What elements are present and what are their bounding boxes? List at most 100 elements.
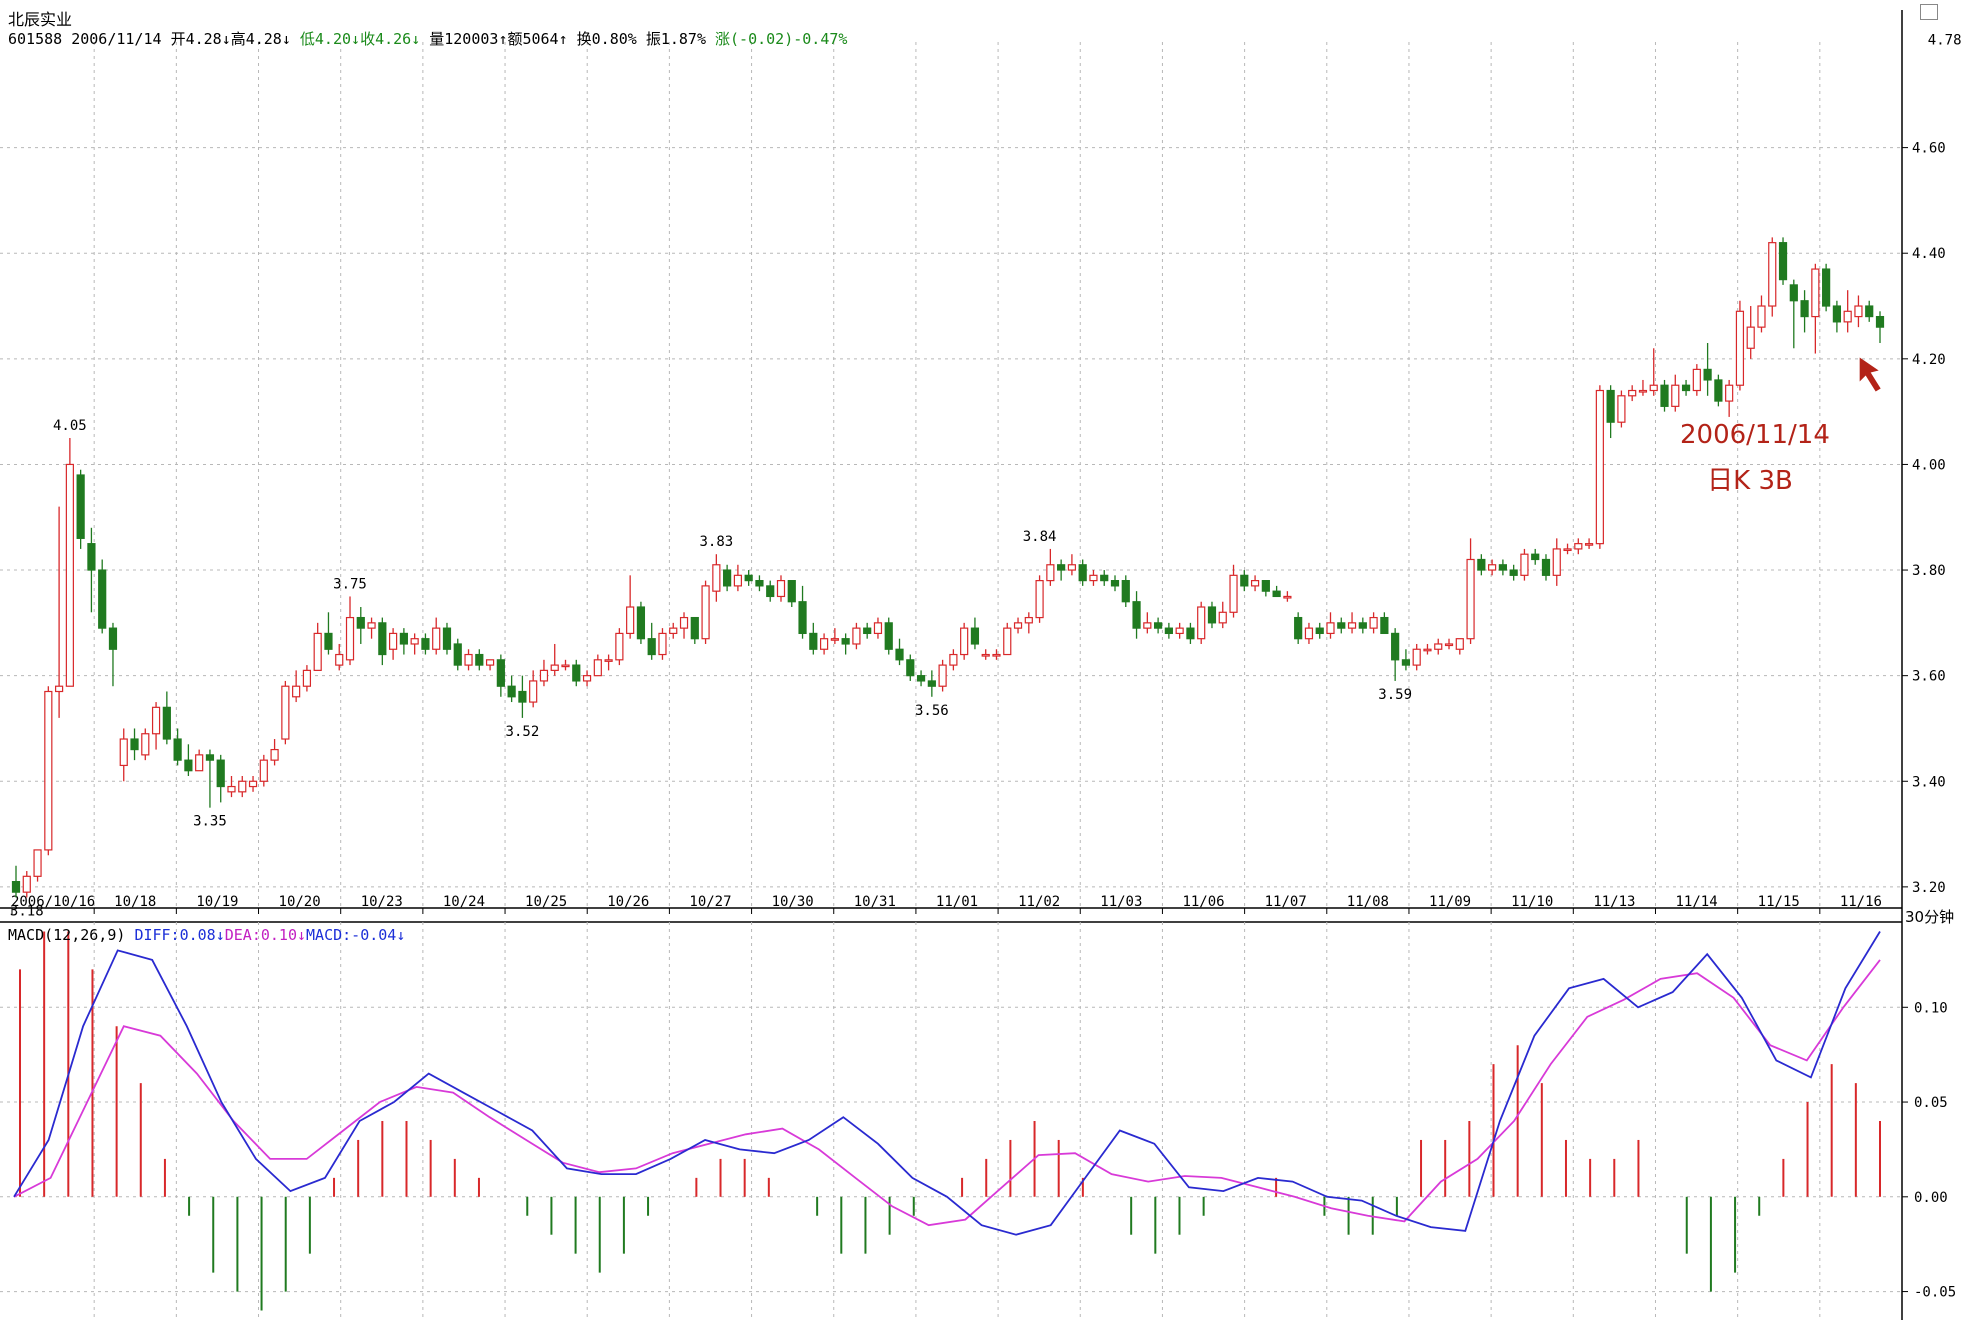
candle: [1822, 263, 1831, 312]
candle: [1488, 559, 1497, 576]
change-value: 涨(-0.02)-0.47%: [715, 30, 848, 48]
candle: [1725, 379, 1734, 417]
x-tick-label: 11/01: [936, 894, 978, 910]
candle-body: [1089, 574, 1098, 582]
candle-body: [669, 627, 678, 635]
candle: [1035, 575, 1044, 623]
amplitude-value: 振1.87%: [645, 30, 706, 48]
candle-body: [712, 564, 721, 592]
candle: [356, 607, 365, 644]
candle-body: [1207, 606, 1217, 624]
candle: [1520, 548, 1529, 581]
candle-body: [636, 606, 646, 640]
volume-arrow-icon: ↑: [498, 30, 508, 48]
candle: [873, 617, 883, 639]
candle: [658, 628, 667, 660]
candle-body: [22, 875, 31, 893]
peak-label: 3.83: [699, 534, 733, 550]
candle: [992, 649, 1001, 660]
candle-body: [1541, 558, 1551, 576]
candle-body: [1703, 368, 1712, 381]
x-tick-label: 10/19: [196, 894, 238, 910]
candle-body: [1520, 553, 1529, 576]
open-value: 开4.28: [170, 30, 222, 48]
candle-body: [1164, 627, 1173, 635]
candle: [324, 612, 333, 655]
candle: [507, 675, 516, 703]
candle-body: [162, 706, 171, 740]
candle: [1735, 300, 1745, 391]
candle-body: [1229, 574, 1238, 613]
candle: [1628, 385, 1637, 402]
candle: [1638, 379, 1648, 396]
candle-body: [1154, 622, 1163, 629]
candle: [1778, 237, 1788, 285]
window-control-icon[interactable]: [1920, 4, 1938, 20]
candle-body: [1143, 622, 1152, 629]
candle-body: [1778, 242, 1788, 281]
candle-body: [151, 706, 161, 735]
candle-body: [776, 580, 786, 598]
candle-body: [1477, 558, 1486, 571]
candle-body: [421, 638, 430, 650]
candle-body: [184, 759, 193, 772]
candle-body: [647, 638, 656, 656]
candle: [1380, 612, 1389, 635]
amount-value: 额5064: [507, 30, 559, 48]
candle-body: [1347, 622, 1357, 629]
timeframe-label[interactable]: 30分钟: [1905, 908, 1955, 926]
candle: [248, 775, 258, 792]
x-tick-label: 10/20: [279, 894, 321, 910]
candle-body: [1789, 284, 1798, 302]
candle-body: [787, 580, 796, 603]
candle: [270, 739, 279, 766]
candle: [744, 570, 753, 586]
candle-body: [141, 733, 150, 756]
candle-body: [1240, 574, 1249, 587]
candle-body: [1574, 543, 1583, 550]
x-tick-label: 11/08: [1347, 894, 1389, 910]
candle: [766, 580, 775, 602]
candle-body: [1218, 611, 1227, 624]
candle: [604, 654, 613, 671]
candle-body: [1272, 590, 1281, 598]
candle-body: [1283, 595, 1292, 599]
candle: [184, 744, 193, 776]
candle: [1078, 559, 1087, 586]
candle-body: [1412, 648, 1421, 666]
candle-body: [1822, 268, 1831, 307]
x-tick-label: 2006/10/16: [11, 894, 95, 910]
candle-body: [593, 659, 602, 677]
candle: [723, 564, 732, 592]
candle-body: [173, 738, 182, 761]
candle-body: [852, 627, 861, 645]
candle: [1391, 628, 1400, 681]
candle: [1110, 575, 1120, 592]
stock-name: 北辰实业: [8, 10, 73, 29]
candle: [496, 654, 505, 697]
candle-body: [582, 675, 592, 682]
candle: [1455, 638, 1464, 655]
candle-body: [1013, 622, 1023, 629]
turnover-value: 换0.80%: [576, 30, 637, 48]
candle: [830, 628, 839, 644]
candle-body: [324, 632, 333, 650]
candle-body: [1714, 379, 1723, 402]
x-tick-label: 11/09: [1429, 894, 1471, 910]
diff-arrow-icon: ↓: [215, 926, 225, 944]
candle: [76, 469, 85, 549]
candle-body: [1875, 315, 1885, 328]
candle: [410, 633, 419, 655]
x-tick-label: 11/14: [1675, 894, 1717, 910]
y-tick-label: 3.40: [1912, 774, 1946, 790]
candle-body: [1466, 558, 1475, 640]
peak-label: 3.18: [10, 903, 44, 919]
candle-body: [119, 738, 128, 767]
candle: [712, 554, 721, 602]
candle: [259, 754, 268, 787]
candle: [863, 622, 872, 639]
candle: [281, 680, 290, 745]
candle-body: [335, 653, 344, 666]
x-tick-label: 10/18: [114, 894, 156, 910]
